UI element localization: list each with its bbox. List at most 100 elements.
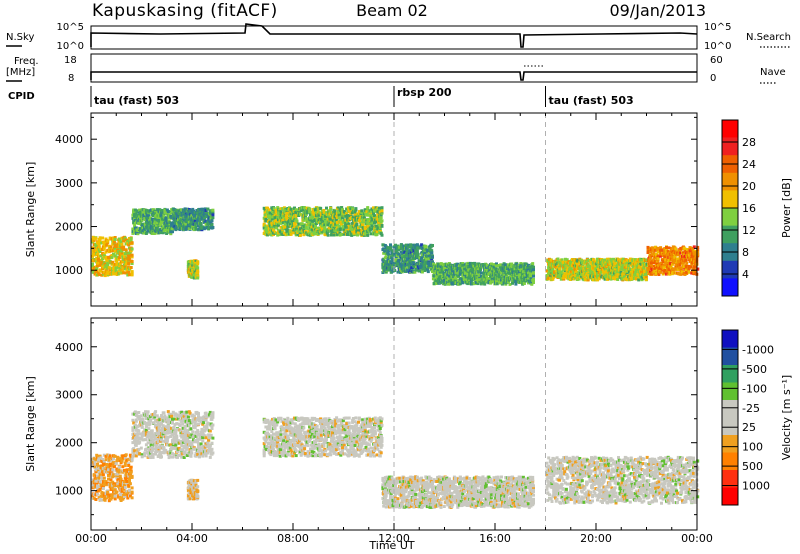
echo-cell	[580, 274, 583, 278]
echo-cell	[98, 236, 102, 240]
echo-cell	[440, 262, 444, 266]
echo-cell	[196, 271, 200, 275]
echo-cell	[562, 265, 566, 269]
echo-cell	[126, 273, 130, 277]
echo-cell	[340, 227, 344, 231]
echo-cell	[346, 230, 350, 234]
echo-cell	[398, 245, 402, 249]
echo-cell	[437, 278, 441, 281]
echo-cell	[124, 242, 128, 246]
echo-cell	[529, 276, 533, 280]
echo-cell	[479, 268, 482, 272]
echo-cell	[187, 220, 191, 224]
echo-cell	[532, 274, 535, 278]
echo-cell	[322, 211, 326, 214]
echo-cell	[394, 257, 398, 261]
echo-cell	[387, 268, 391, 272]
echo-cell	[591, 278, 595, 282]
echo-cell	[120, 249, 124, 253]
freq-strip-frame	[90, 53, 698, 83]
echo-cell	[186, 225, 190, 229]
echo-cell	[522, 278, 526, 282]
echo-cell	[529, 269, 533, 273]
echo-cell	[577, 277, 581, 281]
echo-cell	[277, 216, 281, 220]
echo-cell	[305, 210, 309, 214]
echo-cell	[117, 271, 121, 275]
echo-cell	[301, 208, 305, 212]
echo-cell	[168, 221, 172, 225]
echo-cell	[549, 258, 553, 262]
echo-cell	[130, 253, 134, 257]
echo-cell	[586, 278, 590, 282]
echo-cell	[133, 219, 137, 222]
echo-cell	[402, 244, 406, 248]
echo-cell	[485, 269, 489, 273]
echo-cell	[194, 226, 198, 230]
echo-cell	[552, 275, 556, 279]
echo-cell	[493, 265, 497, 269]
echo-cell	[127, 262, 131, 266]
echo-cell	[298, 212, 302, 216]
echo-cell	[594, 267, 598, 271]
echo-cell	[596, 278, 599, 282]
echo-cell	[401, 251, 405, 255]
echo-cell	[191, 274, 195, 278]
echo-cell	[580, 258, 583, 262]
echo-cell	[302, 233, 306, 237]
echo-cell	[340, 233, 344, 236]
echo-cell	[159, 212, 163, 216]
echo-cell	[95, 269, 99, 273]
echo-cell	[427, 257, 431, 261]
echo-cell	[333, 219, 337, 223]
echo-cell	[416, 264, 420, 268]
echo-cell	[263, 211, 267, 215]
echo-cell	[163, 208, 167, 212]
echo-cell	[293, 224, 297, 228]
echo-cell	[265, 228, 269, 232]
echo-cell	[479, 271, 483, 275]
echo-cell	[529, 274, 533, 278]
echo-cell	[113, 238, 117, 241]
echo-cell	[297, 214, 301, 217]
echo-cell	[400, 267, 404, 271]
echo-cell	[274, 219, 278, 223]
echo-cell	[267, 208, 271, 212]
echo-cell	[511, 270, 515, 274]
echo-cell	[192, 273, 196, 277]
echo-cell	[160, 221, 164, 224]
echo-cell	[371, 227, 375, 231]
echo-cell	[103, 274, 107, 278]
echo-cell	[319, 218, 323, 222]
echo-cell	[504, 263, 508, 267]
echo-cell	[420, 243, 424, 247]
echo-cell	[151, 229, 155, 233]
echo-cell	[111, 260, 115, 264]
echo-cell	[420, 246, 424, 250]
echo-cell	[271, 217, 275, 221]
echo-cell	[281, 231, 285, 234]
echo-cell	[338, 232, 342, 235]
echo-cell	[454, 281, 458, 285]
echo-cell	[516, 277, 519, 281]
echo-cell	[130, 270, 134, 274]
echo-cell	[189, 259, 193, 263]
echo-cell	[362, 216, 366, 220]
echo-cell	[425, 260, 429, 264]
echo-cell	[277, 211, 281, 215]
echo-cell	[96, 273, 99, 277]
cpid-segment-label: rbsp 200	[397, 86, 452, 99]
echo-cell	[383, 250, 387, 254]
echo-cell	[113, 244, 117, 247]
echo-cell	[102, 247, 106, 251]
echo-cell	[575, 262, 579, 266]
echo-cell	[579, 264, 583, 267]
echo-cell	[304, 217, 308, 221]
echo-cell	[121, 266, 125, 270]
echo-cell	[427, 261, 431, 265]
echo-cell	[526, 278, 530, 282]
echo-cell	[476, 282, 480, 286]
echo-cell	[397, 248, 401, 252]
echo-cell	[268, 213, 272, 217]
